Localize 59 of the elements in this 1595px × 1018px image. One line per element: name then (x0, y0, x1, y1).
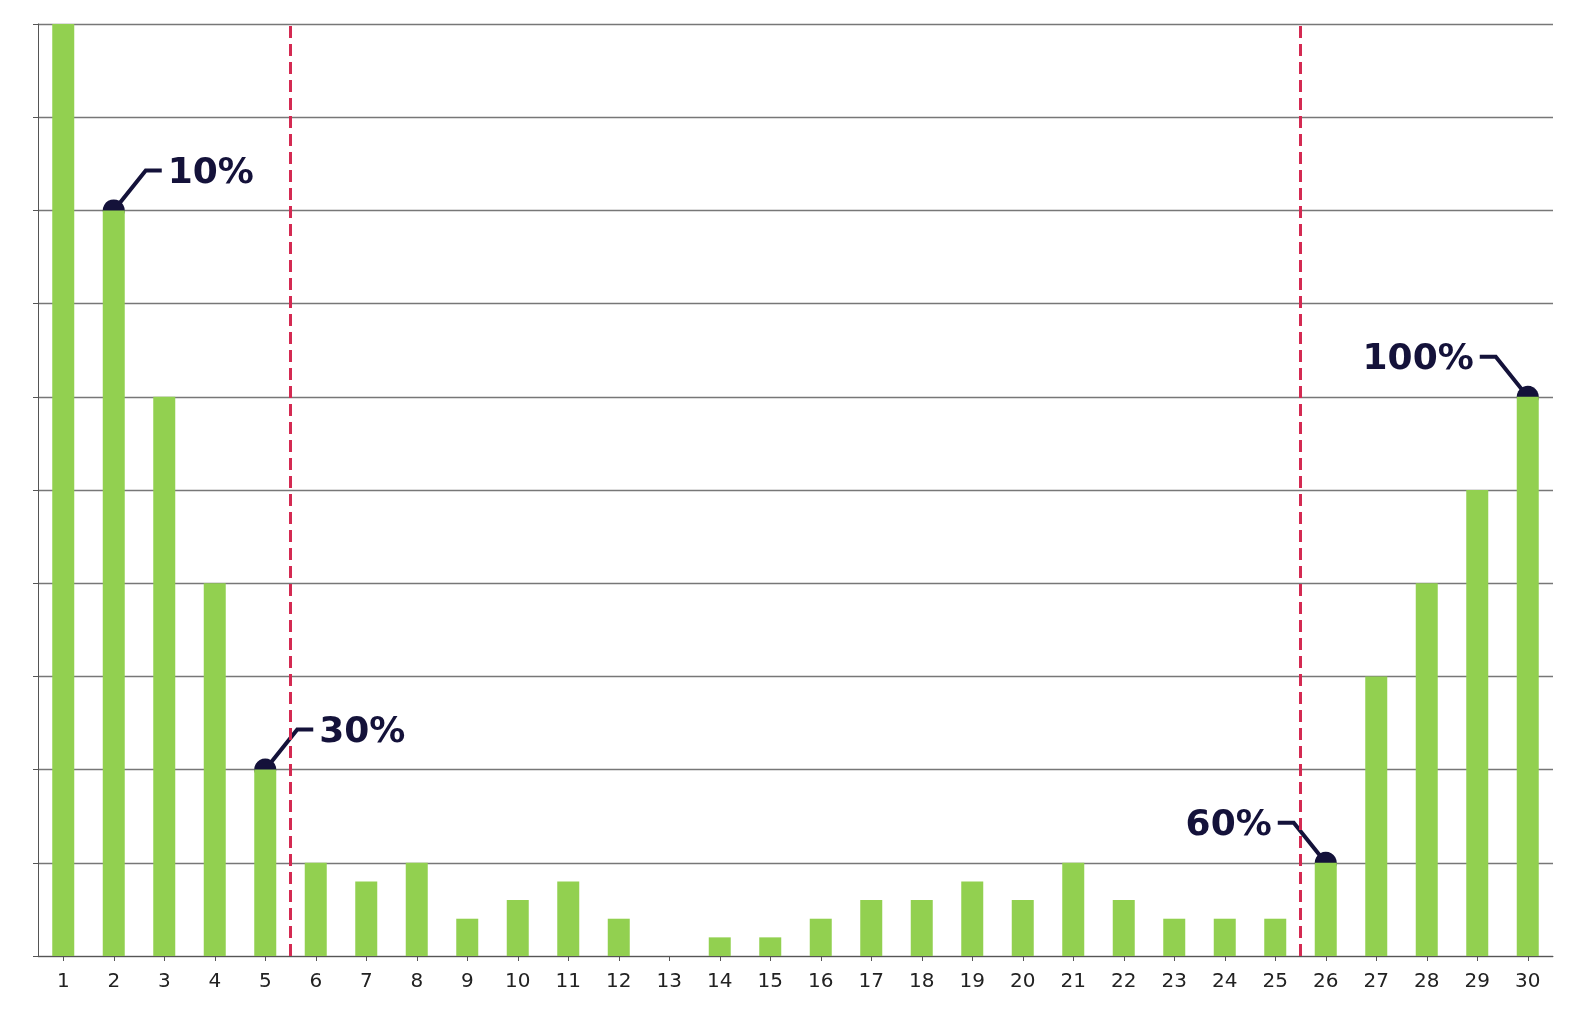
annotation: 100% (1362, 336, 1474, 378)
bar (1163, 918, 1186, 956)
bar (203, 583, 226, 956)
x-tick-label: 4 (208, 968, 222, 992)
bar (1213, 918, 1236, 956)
x-tick-label: 30 (1515, 968, 1541, 992)
bar (860, 900, 883, 956)
x-tick-label: 5 (258, 968, 272, 992)
bar (153, 396, 176, 956)
bar (759, 937, 782, 956)
bar (506, 900, 529, 956)
x-tick-label: 9 (460, 968, 474, 992)
x-tick-label: 1 (56, 968, 70, 992)
x-tick-label: 28 (1414, 968, 1440, 992)
x-tick-label: 6 (309, 968, 323, 992)
bar (52, 24, 75, 956)
x-tick-label: 25 (1262, 968, 1288, 992)
bar (456, 918, 479, 956)
x-tick-label: 18 (909, 968, 935, 992)
annotation: 30% (319, 709, 406, 751)
x-tick-label: 16 (808, 968, 834, 992)
annotation: 10% (167, 149, 254, 191)
x-tick-label: 3 (157, 968, 171, 992)
x-tick-label: 19 (959, 968, 985, 992)
x-tick-label: 23 (1161, 968, 1187, 992)
bar (809, 918, 832, 956)
bar (405, 862, 428, 956)
bar (1011, 900, 1034, 956)
bar (1112, 900, 1135, 956)
bar (1415, 583, 1438, 956)
x-tick-label: 21 (1060, 968, 1086, 992)
x-tick-label: 11 (555, 968, 581, 992)
bar (557, 881, 580, 956)
bar (708, 937, 731, 956)
bar (607, 918, 630, 956)
x-tick-label: 27 (1363, 968, 1389, 992)
x-tick-label: 20 (1010, 968, 1036, 992)
x-tick-label: 10 (505, 968, 531, 992)
x-tick-label: 12 (606, 968, 632, 992)
x-tick-label: 29 (1464, 968, 1490, 992)
bar (1466, 490, 1489, 956)
x-tick-label: 15 (757, 968, 783, 992)
x-tick-label: 7 (359, 968, 373, 992)
x-tick-label: 14 (707, 968, 733, 992)
x-tick-label: 22 (1111, 968, 1137, 992)
bar (1062, 862, 1085, 956)
bar (1365, 676, 1388, 956)
bar (1264, 918, 1287, 956)
x-tick-label: 8 (410, 968, 424, 992)
bar (304, 862, 327, 956)
bar (910, 900, 933, 956)
bar (355, 881, 378, 956)
x-tick-label: 2 (107, 968, 121, 992)
x-tick-label: 13 (656, 968, 682, 992)
x-tick-label: 17 (858, 968, 884, 992)
annotation: 60% (1185, 802, 1272, 844)
x-tick-label: 26 (1313, 968, 1339, 992)
bar (961, 881, 984, 956)
x-tick-label: 24 (1212, 968, 1238, 992)
